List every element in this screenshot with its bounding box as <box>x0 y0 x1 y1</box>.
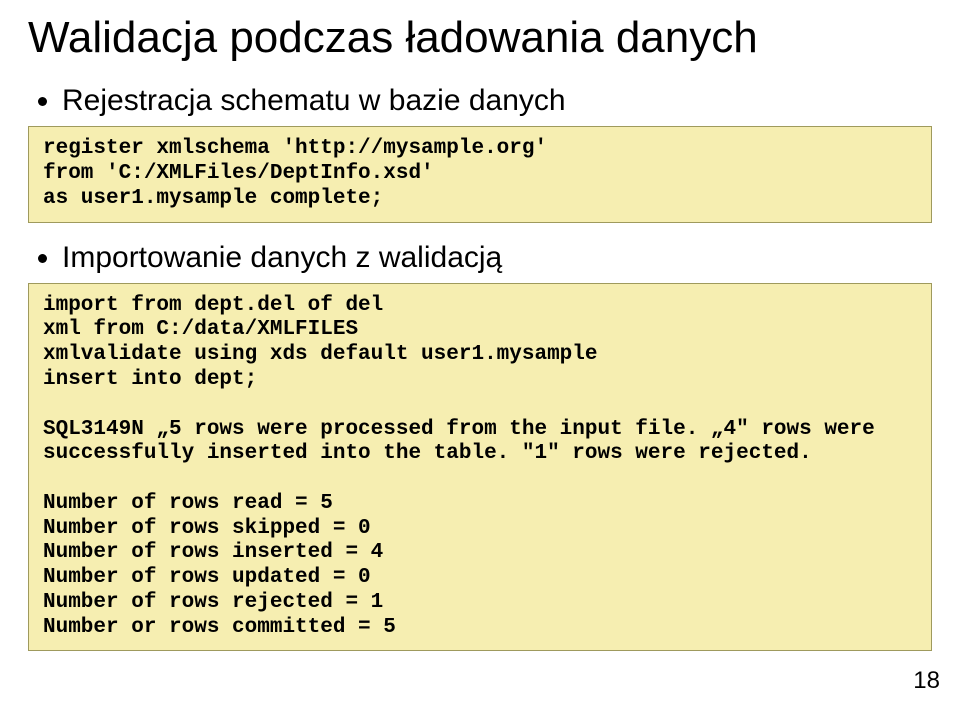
code-box-import: import from dept.del of del xml from C:/… <box>28 283 932 652</box>
bullet-item-1: Rejestracja schematu w bazie danych <box>62 84 932 118</box>
code-box-register: register xmlschema 'http://mysample.org'… <box>28 126 932 222</box>
bullet-list-2: Importowanie danych z walidacją <box>28 241 932 275</box>
slide-container: Walidacja podczas ładowania danych Rejes… <box>0 0 960 705</box>
bullet-item-2: Importowanie danych z walidacją <box>62 241 932 275</box>
page-number: 18 <box>913 667 940 695</box>
slide-title: Walidacja podczas ładowania danych <box>28 14 932 62</box>
bullet-list: Rejestracja schematu w bazie danych <box>28 84 932 118</box>
